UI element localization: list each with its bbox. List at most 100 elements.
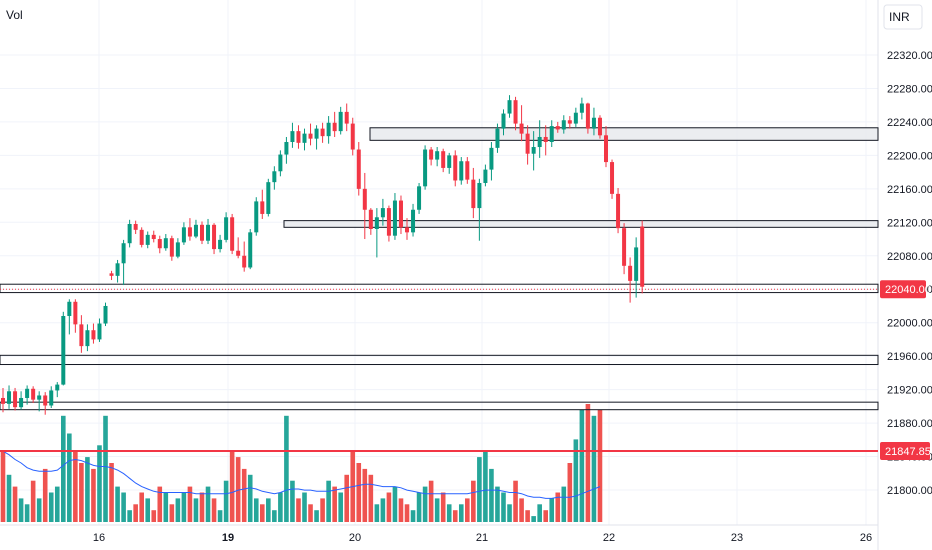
time-tick-label: 23 [731, 532, 743, 544]
candle-body [417, 186, 422, 210]
volume-bar [36, 498, 42, 522]
volume-bar [145, 498, 151, 522]
price-zone [0, 354, 879, 366]
volume-bar [205, 486, 211, 522]
volume-bar [525, 510, 530, 522]
volume-bar [561, 486, 567, 522]
time-tick-label: 20 [349, 532, 361, 544]
candle-body [61, 316, 66, 385]
candle-body [151, 234, 156, 240]
candlesticks[interactable] [1, 95, 645, 415]
volume-label: Vol [6, 8, 23, 22]
candle-body [356, 149, 361, 189]
volume-bar [326, 480, 331, 522]
candle-body [109, 273, 114, 276]
candle-body [628, 265, 633, 281]
volume-bar [356, 463, 362, 522]
volume-bar [48, 492, 54, 522]
volume-bar [573, 439, 579, 522]
current-price-value: 22040.00 [885, 284, 931, 296]
volume-bar [338, 492, 343, 522]
candle-body [573, 112, 578, 124]
candle-body [405, 227, 410, 233]
volume-bar [229, 451, 235, 522]
currency-box[interactable] [883, 4, 923, 30]
volume-bar [465, 498, 470, 522]
candle-body [199, 224, 204, 241]
volume-bar [0, 451, 6, 522]
time-axis[interactable]: 16 19 20 21 22 23 26 [93, 532, 872, 544]
volume-bar [296, 498, 301, 522]
candle-body [31, 388, 36, 400]
candle-body [67, 301, 72, 316]
price-tick-label: 22000.00 [887, 318, 932, 330]
candle-body [224, 217, 229, 240]
price-tick-label: 22080.00 [887, 251, 932, 263]
volume-bar [392, 486, 398, 522]
volume-bar [73, 451, 78, 522]
candle-body [411, 209, 416, 233]
price-tick-label: 21960.00 [887, 351, 932, 363]
candle-body [398, 200, 403, 228]
candle-body [585, 103, 590, 129]
candle-body [187, 227, 192, 237]
volume-bar [133, 504, 138, 522]
volume-bar [368, 474, 374, 522]
candle-body [610, 162, 615, 194]
candle-body [127, 223, 132, 244]
volume-bar [452, 510, 458, 522]
volume-ma-line [2, 450, 601, 499]
candle-body [139, 229, 144, 245]
volume-bar [6, 474, 12, 522]
volume-bar [537, 504, 542, 522]
time-tick-label: 21 [476, 532, 488, 544]
price-axis[interactable]: 22320.00 22280.00 22240.00 22200.00 22160.00… [880, 50, 932, 497]
volume-bar [555, 492, 561, 522]
candle-body [169, 238, 174, 257]
time-tick-label: 22 [603, 532, 615, 544]
volume-bar [416, 492, 422, 522]
candle-body [513, 100, 518, 124]
currency-label[interactable]: INR [889, 10, 910, 24]
volume-bar [380, 498, 386, 522]
volume-bar [567, 463, 573, 522]
candle-body [332, 122, 337, 132]
volume-bar [127, 510, 132, 522]
volume-bar [139, 492, 144, 522]
volume-bar [181, 492, 187, 522]
volume-bar [302, 492, 307, 522]
volume-bar [223, 480, 229, 522]
volume-bar [398, 498, 404, 522]
volume-bar [374, 504, 380, 522]
candle-body [302, 133, 307, 143]
candle-body [181, 227, 186, 243]
price-zone [369, 127, 879, 141]
candle-body [350, 123, 355, 150]
candle-body [326, 122, 331, 137]
candle-body [284, 142, 289, 155]
volume-bar [266, 498, 271, 522]
volume-bar [549, 498, 555, 522]
candle-body [604, 135, 608, 163]
candle-body [266, 182, 271, 214]
candle-body [79, 324, 84, 347]
volume-bar [175, 498, 181, 522]
candle-body [561, 120, 566, 130]
volume-bar [440, 492, 446, 522]
price-tick-label: 21880.00 [887, 418, 932, 430]
candle-body [163, 238, 168, 249]
candle-body [423, 149, 428, 187]
price-tick-label: 21920.00 [887, 385, 932, 397]
candle-body [525, 133, 530, 154]
volume-bar [344, 474, 350, 522]
volume-bar [579, 409, 585, 522]
candle-body [374, 217, 379, 229]
candle-body [7, 391, 12, 404]
volume-moving-average [2, 450, 601, 499]
candle-body [362, 188, 367, 210]
candle-body [447, 155, 452, 168]
volume-bar [235, 457, 241, 522]
volume-bar [151, 510, 157, 522]
